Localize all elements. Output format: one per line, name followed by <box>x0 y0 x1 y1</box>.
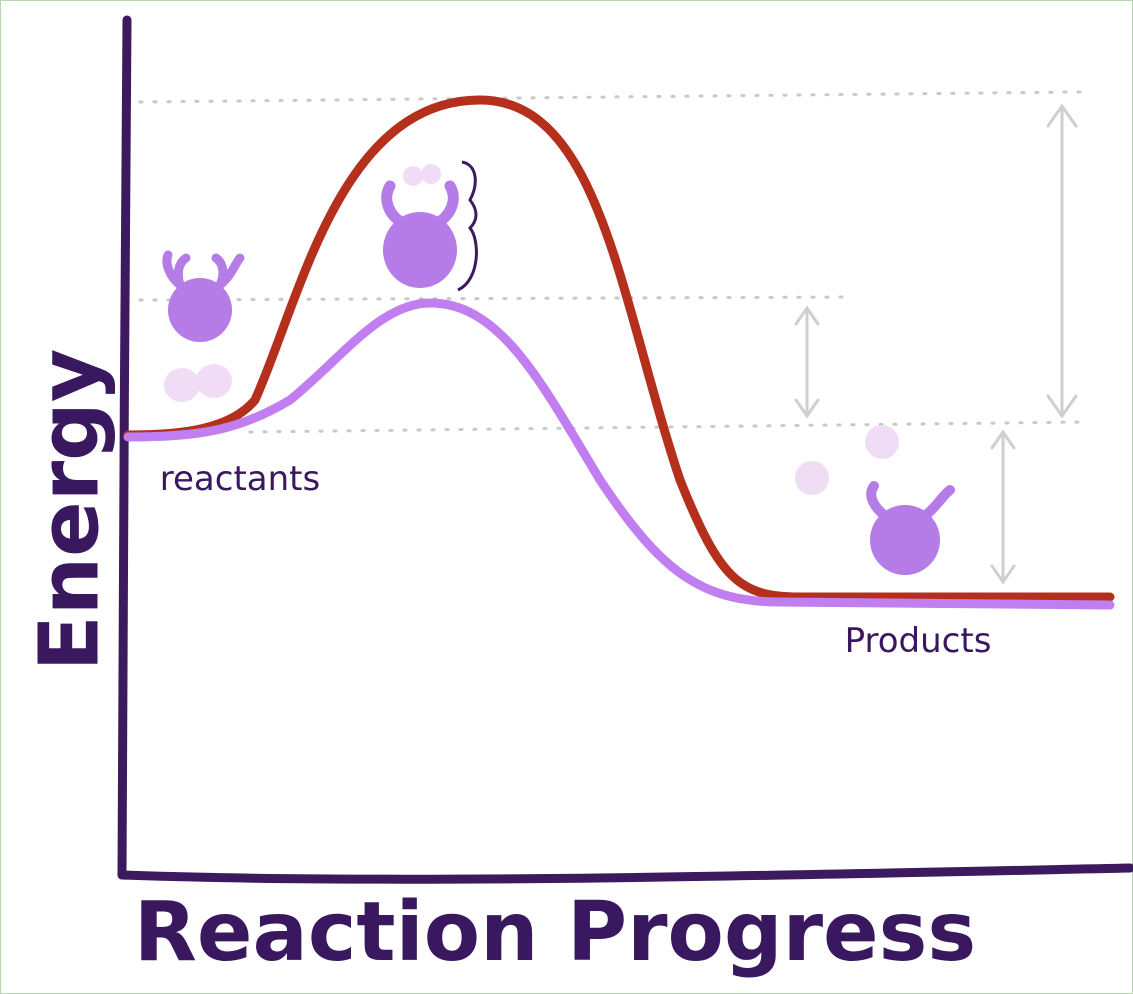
x-axis-label: Reaction Progress <box>134 885 977 980</box>
y-axis-label: Energy <box>22 349 117 672</box>
bubble <box>196 364 232 398</box>
reactants-label: reactants <box>160 459 320 499</box>
page: {"axes": {"y_label": "Energy", "x_label"… <box>0 0 1133 994</box>
transition-creature <box>383 164 457 288</box>
bubble <box>164 368 200 402</box>
bubble <box>421 164 441 184</box>
bubble <box>403 166 423 186</box>
bubble <box>795 461 829 495</box>
bubble <box>865 425 899 459</box>
energy-diagram: Energy Reaction Progress reactants Produ… <box>0 0 1133 994</box>
y-axis <box>122 20 127 875</box>
products-label: Products <box>845 621 992 661</box>
